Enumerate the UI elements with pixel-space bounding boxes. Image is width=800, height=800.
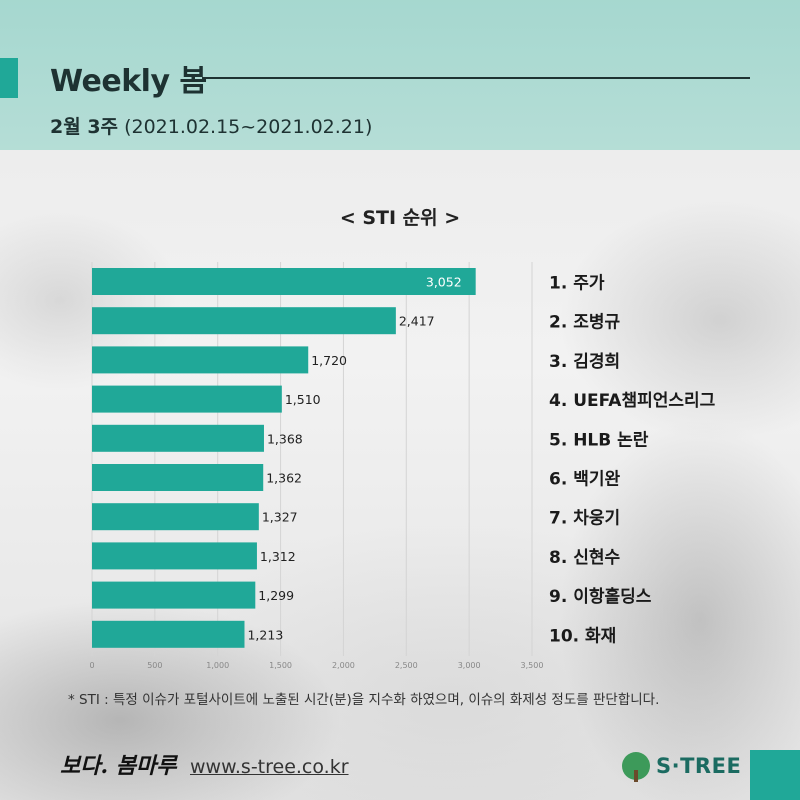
x-tick-label: 1,500 — [269, 661, 292, 670]
x-tick-label: 500 — [147, 661, 162, 670]
value-labels: 3,052 2,417 1,720 1,510 1,368 1,362 1,327 1,312… — [247, 275, 461, 643]
title-accent-bar — [0, 58, 18, 98]
date-range: (2021.02.15~2021.02.21) — [124, 116, 373, 138]
value-label: 1,213 — [247, 627, 283, 642]
value-label: 1,720 — [311, 353, 347, 368]
x-tick-label: 2,000 — [332, 661, 355, 670]
bar — [92, 385, 282, 413]
category-label: 6. 백기완 — [549, 470, 620, 490]
category-label: 7. 차웅기 — [549, 509, 620, 529]
value-label: 1,327 — [262, 510, 298, 525]
chart-title: < STI 순위 > — [339, 207, 461, 229]
value-label: 1,510 — [285, 392, 321, 407]
value-label: 3,052 — [426, 275, 462, 290]
x-tick-label: 2,500 — [395, 661, 418, 670]
bars — [92, 268, 476, 648]
category-label: 5. HLB 논란 — [549, 430, 649, 450]
bar — [92, 503, 259, 531]
site-link[interactable]: www.s-tree.co.kr — [190, 756, 349, 778]
bar — [92, 307, 396, 335]
title-rule — [202, 77, 750, 79]
bar — [92, 542, 257, 570]
header-band — [0, 0, 800, 150]
date-subtitle: 2월 3주 (2021.02.15~2021.02.21) — [50, 112, 372, 139]
category-label: 1. 주가 — [549, 274, 605, 294]
bar — [92, 424, 264, 452]
value-label: 1,368 — [267, 431, 303, 446]
x-tick-label: 3,500 — [521, 661, 544, 670]
category-legend: 1. 주가 2. 조병규 3. 김경희 4. UEFA챔피언스리그 5. HLB 논란 6… — [549, 274, 716, 647]
value-label: 2,417 — [399, 314, 435, 329]
x-tick-label: 0 — [89, 661, 94, 670]
bar — [92, 464, 264, 491]
x-tick-label: 1,000 — [206, 661, 229, 670]
footnote: * STI : 특정 이슈가 포털사이트에 노출된 시간(분)을 지수화 하였으… — [68, 692, 660, 708]
value-label: 1,312 — [260, 549, 296, 564]
page-title: Weekly 봄 — [50, 64, 207, 99]
category-label: 8. 신현수 — [549, 548, 620, 568]
tree-icon — [622, 752, 650, 782]
bar — [92, 581, 256, 609]
category-label: 9. 이항홀딩스 — [549, 586, 652, 607]
corner-accent — [750, 750, 800, 800]
stree-logo: S·TREE — [622, 746, 741, 786]
x-tick-labels: 0 500 1,000 1,500 2,000 2,500 3,000 3,500 — [89, 661, 543, 670]
bommaru-logo: 보다. 봄마루 — [60, 753, 177, 779]
category-label: 2. 조병규 — [549, 313, 620, 333]
bar — [92, 268, 476, 295]
category-label: 4. UEFA챔피언스리그 — [549, 391, 716, 411]
bar — [92, 620, 245, 648]
stree-logo-text: S·TREE — [656, 754, 742, 778]
bar — [92, 346, 309, 374]
category-label: 3. 김경희 — [549, 352, 620, 372]
category-label: 10. 화재 — [549, 626, 616, 646]
week-label: 2월 3주 — [50, 116, 119, 138]
value-label: 1,299 — [258, 588, 294, 603]
x-tick-label: 3,000 — [458, 661, 481, 670]
value-label: 1,362 — [266, 471, 302, 486]
